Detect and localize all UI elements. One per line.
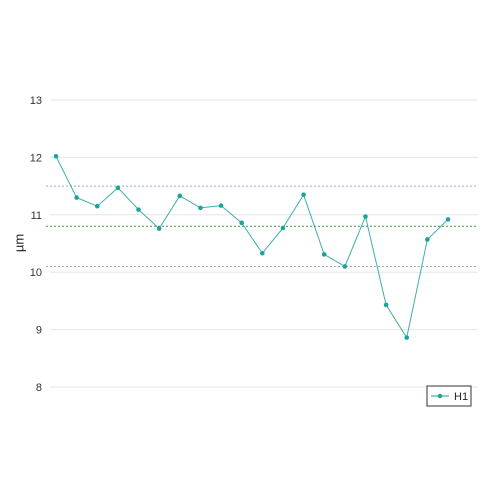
data-point[interactable] bbox=[363, 214, 368, 219]
data-point[interactable] bbox=[115, 185, 121, 191]
data-point[interactable] bbox=[425, 237, 430, 242]
data-point[interactable] bbox=[177, 193, 183, 199]
data-point[interactable] bbox=[136, 207, 141, 212]
data-point[interactable] bbox=[321, 252, 327, 257]
data-point[interactable] bbox=[218, 203, 224, 208]
data-point[interactable] bbox=[280, 225, 286, 231]
y-tick-label: 9 bbox=[36, 325, 42, 337]
y-tick-label: 10 bbox=[30, 267, 42, 279]
data-point[interactable] bbox=[94, 203, 100, 209]
data-point[interactable] bbox=[301, 192, 306, 198]
y-tick-label: 12 bbox=[30, 152, 42, 164]
data-point[interactable] bbox=[156, 226, 162, 231]
data-point[interactable] bbox=[74, 195, 79, 200]
data-point[interactable] bbox=[445, 217, 451, 222]
legend[interactable]: H1 bbox=[426, 385, 472, 407]
y-tick-label: 13 bbox=[30, 95, 42, 107]
grid bbox=[50, 99, 478, 388]
legend-label-h1: H1 bbox=[454, 391, 468, 403]
data-point[interactable] bbox=[260, 250, 265, 256]
y-tick-label: 11 bbox=[31, 210, 42, 222]
y-ticks: 8 9 10 11 12 13 bbox=[30, 95, 42, 394]
y-axis-label: µm bbox=[11, 234, 26, 252]
series-line-h1 bbox=[55, 156, 449, 339]
data-point[interactable] bbox=[383, 302, 389, 308]
data-point[interactable] bbox=[53, 153, 59, 159]
data-point[interactable] bbox=[404, 335, 410, 340]
data-point[interactable] bbox=[239, 220, 244, 226]
y-tick-label: 8 bbox=[36, 382, 42, 394]
data-point[interactable] bbox=[342, 264, 348, 269]
legend-marker-h1 bbox=[437, 393, 443, 399]
data-point[interactable] bbox=[198, 205, 203, 211]
series-group bbox=[53, 153, 451, 340]
